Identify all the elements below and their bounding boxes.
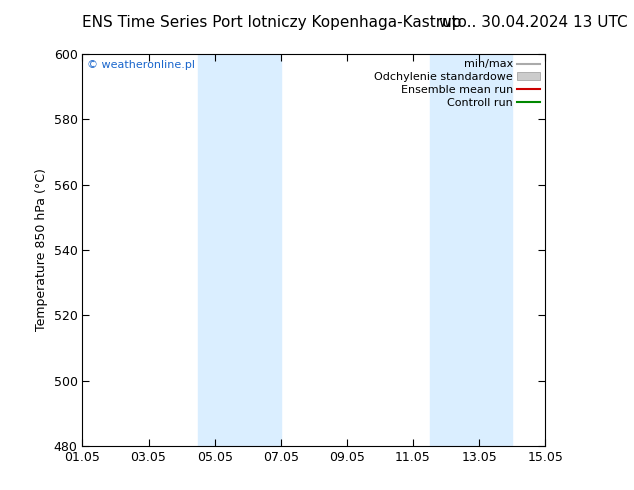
Bar (429, 54, 512, 446)
Text: ENS Time Series Port lotniczy Kopenhaga-Kastrup: ENS Time Series Port lotniczy Kopenhaga-… (82, 15, 462, 30)
Legend: min/max, Odchylenie standardowe, Ensemble mean run, Controll run: min/max, Odchylenie standardowe, Ensembl… (374, 59, 540, 108)
Y-axis label: Temperature 850 hPa (°C): Temperature 850 hPa (°C) (35, 169, 48, 331)
Text: wto.. 30.04.2024 13 UTC: wto.. 30.04.2024 13 UTC (439, 15, 628, 30)
Bar (198, 54, 281, 446)
Text: © weatheronline.pl: © weatheronline.pl (87, 60, 195, 70)
